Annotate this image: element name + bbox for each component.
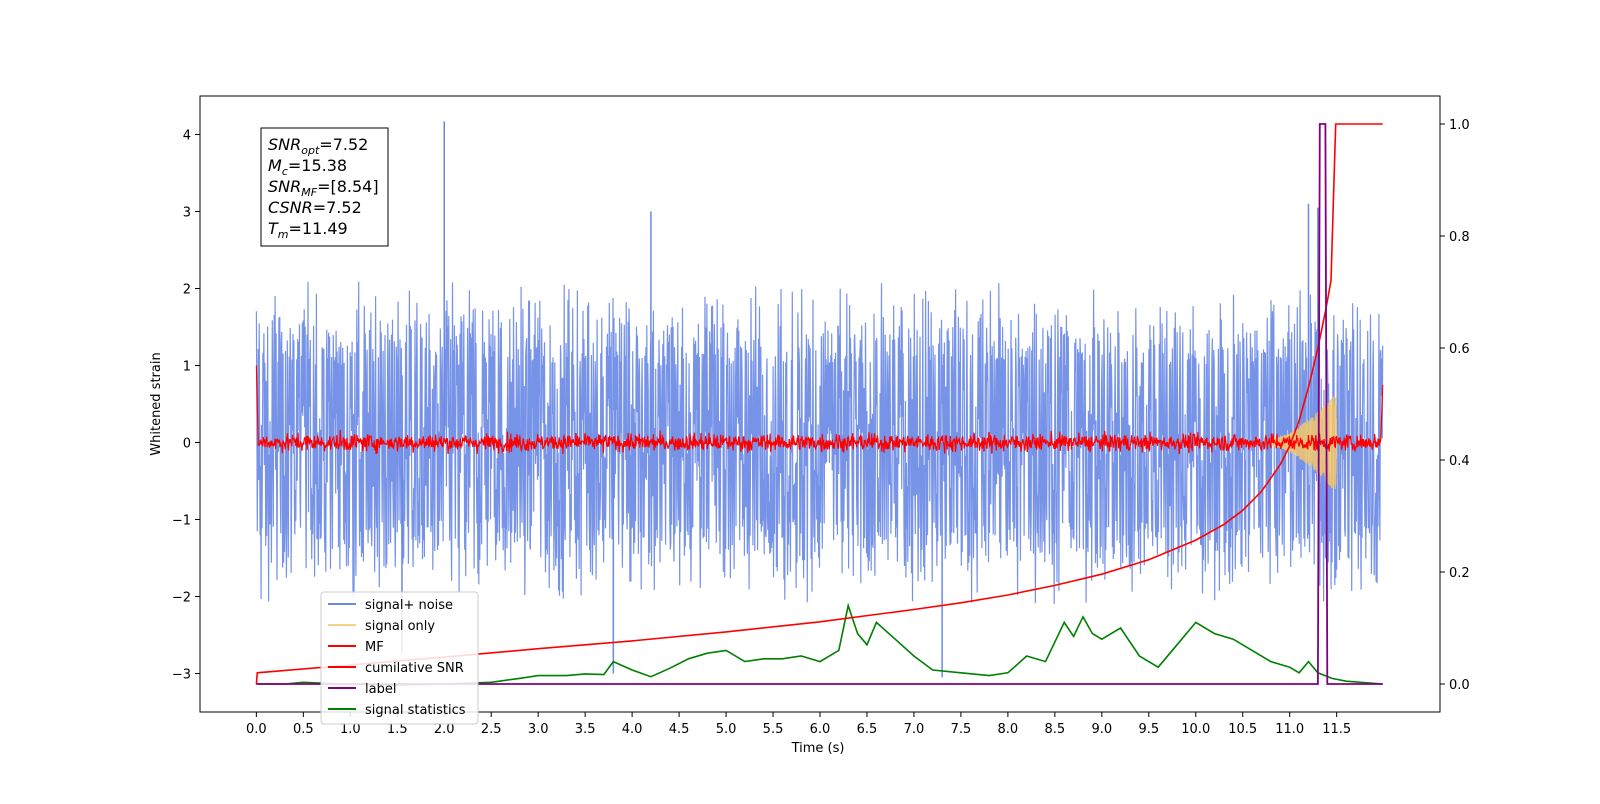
- x-tick-label: 7.0: [904, 722, 925, 737]
- x-tick-label: 3.0: [528, 722, 549, 737]
- x-tick-label: 10.0: [1181, 722, 1210, 737]
- annotation-value: =11.49: [289, 219, 348, 238]
- x-tick-label: 0.5: [293, 722, 314, 737]
- x-tick-label: 11.5: [1322, 722, 1351, 737]
- annotation-line: CSNR=7.52: [268, 198, 362, 217]
- y-tick-label: 0: [183, 437, 191, 452]
- x-tick-label: 6.0: [810, 722, 831, 737]
- y2-tick-label: 0.0: [1449, 678, 1470, 693]
- annotation-value: =7.52: [319, 135, 368, 154]
- x-tick-label: 3.5: [575, 722, 596, 737]
- y-tick-label: 3: [183, 206, 191, 221]
- annotation-value: =[8.54]: [317, 177, 379, 196]
- x-tick-label: 8.5: [1045, 722, 1066, 737]
- legend-entry: MF: [365, 640, 384, 655]
- annotation-value: =7.52: [313, 198, 362, 217]
- legend-entry: label: [365, 682, 396, 697]
- y-axis-label: Whitened strain: [149, 352, 164, 455]
- annotation-symbol: M: [268, 156, 282, 175]
- annotation-line: SNRMF=[8.54]: [268, 177, 379, 199]
- y-tick-label: 4: [183, 129, 191, 144]
- x-tick-label: 8.0: [998, 722, 1019, 737]
- legend-entry: signal+ noise: [365, 598, 453, 613]
- x-tick-label: 9.5: [1138, 722, 1159, 737]
- x-tick-label: 7.5: [951, 722, 972, 737]
- legend-entry: signal statistics: [365, 703, 466, 718]
- annotation-symbol: SNR: [268, 135, 301, 154]
- annotation-symbol: SNR: [268, 177, 301, 196]
- y2-tick-label: 0.8: [1449, 230, 1470, 245]
- annotation-subscript: m: [278, 228, 289, 241]
- y-tick-label: −1: [172, 514, 191, 529]
- x-tick-label: 6.5: [857, 722, 878, 737]
- y2-tick-label: 0.6: [1449, 342, 1470, 357]
- x-axis-label: Time (s): [791, 741, 845, 756]
- annotation-value: =15.38: [288, 156, 347, 175]
- y2-tick-label: 0.4: [1449, 454, 1470, 469]
- x-tick-label: 10.5: [1228, 722, 1257, 737]
- y-tick-label: 1: [183, 360, 191, 375]
- x-tick-label: 5.0: [716, 722, 737, 737]
- x-tick-label: 0.0: [246, 722, 267, 737]
- y2-tick-label: 1.0: [1449, 118, 1470, 133]
- annotation-line: Mc=15.38: [268, 156, 347, 178]
- y2-tick-label: 0.2: [1449, 566, 1470, 581]
- y-tick-label: −2: [172, 591, 191, 606]
- legend-entry: cumilative SNR: [365, 661, 464, 676]
- legend-entry: signal only: [365, 619, 435, 634]
- x-tick-label: 9.0: [1091, 722, 1112, 737]
- x-tick-label: 4.0: [622, 722, 643, 737]
- x-tick-label: 5.5: [763, 722, 784, 737]
- x-tick-label: 11.0: [1275, 722, 1304, 737]
- stats-annotation-box: SNRopt=7.52Mc=15.38SNRMF=[8.54]CSNR=7.52…: [261, 128, 388, 246]
- legend: signal+ noise signal only MF cumilative SNR…: [321, 592, 478, 724]
- annotation-symbol: CSNR: [268, 198, 313, 217]
- y-tick-label: −3: [172, 668, 191, 683]
- y-tick-label: 2: [183, 283, 191, 298]
- x-tick-label: 2.5: [481, 722, 502, 737]
- x-tick-label: 4.5: [669, 722, 690, 737]
